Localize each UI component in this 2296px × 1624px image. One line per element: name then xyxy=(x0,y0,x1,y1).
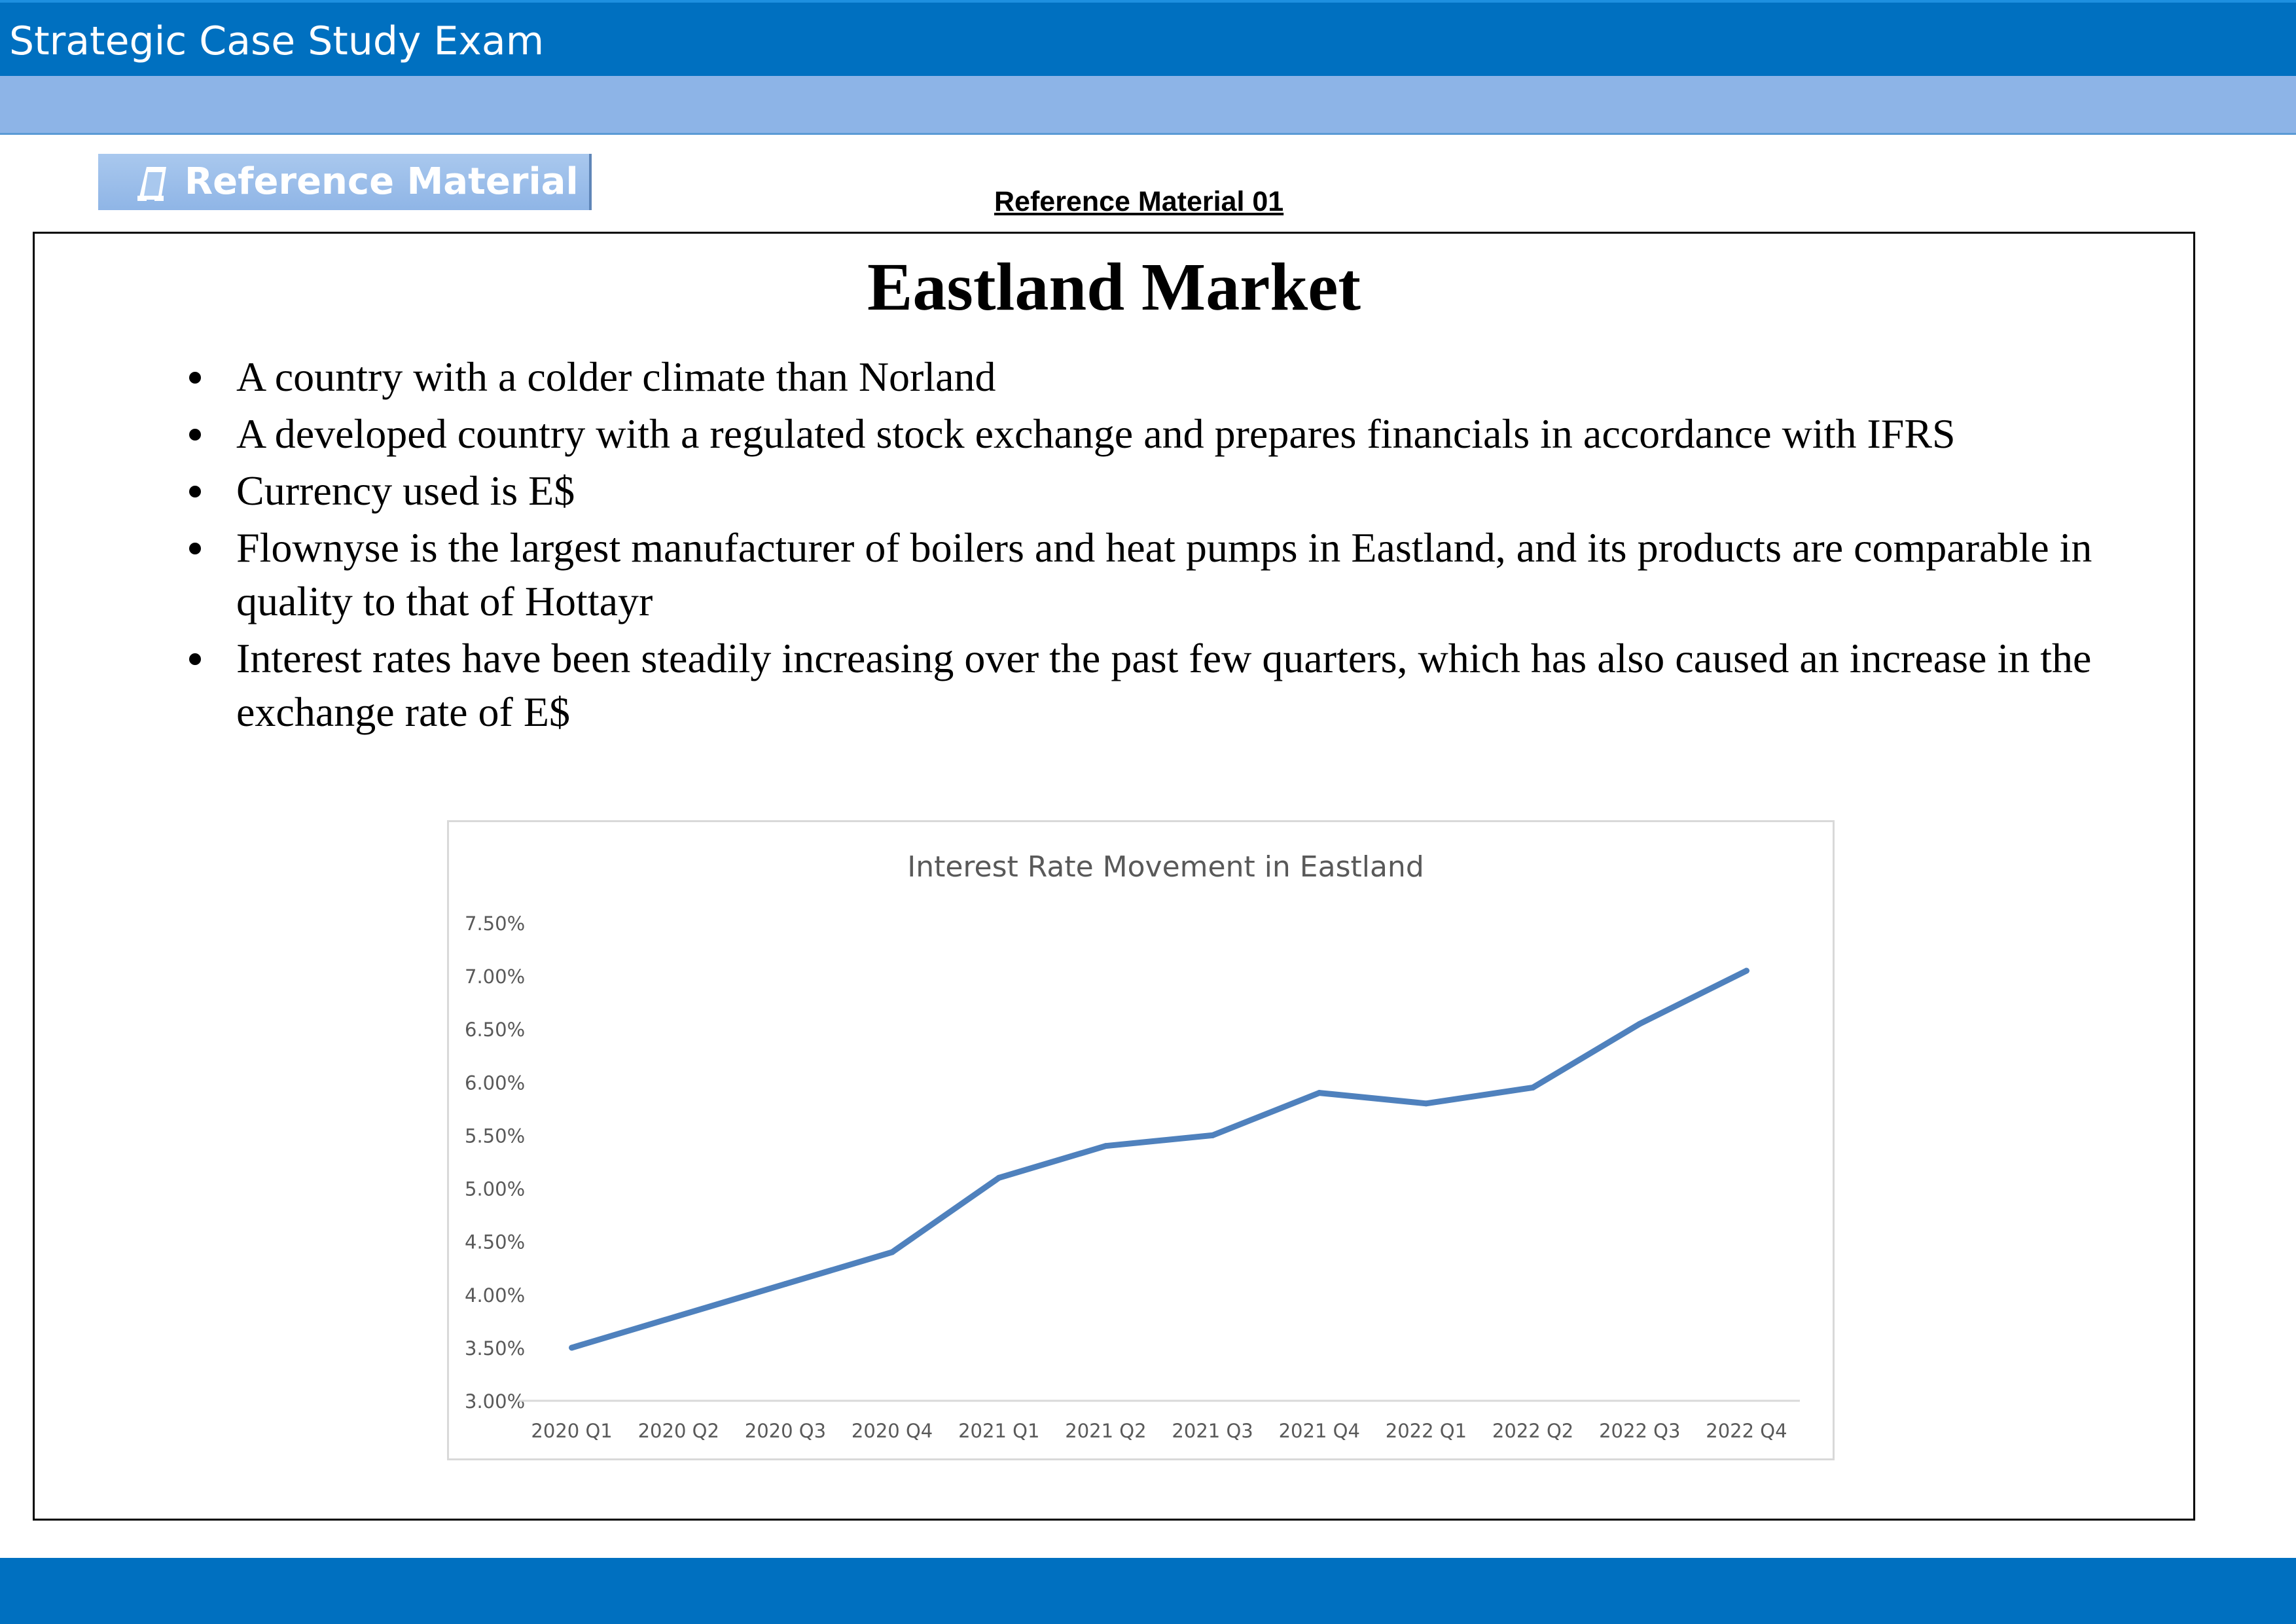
reference-material-heading: Reference Material 01 xyxy=(994,186,1284,217)
subheader-bar xyxy=(0,76,2296,135)
footer-bar xyxy=(0,1558,2296,1624)
header-bar: Strategic Case Study Exam xyxy=(0,0,2296,76)
x-tick-label: 2022 Q4 xyxy=(1706,1420,1787,1442)
bullet-item: Flownyse is the largest manufacturer of … xyxy=(152,521,2175,628)
y-tick-label: 4.50% xyxy=(465,1231,525,1254)
y-tick-label: 5.00% xyxy=(465,1178,525,1200)
y-tick-label: 6.50% xyxy=(465,1019,525,1041)
y-tick-label: 7.00% xyxy=(465,965,525,988)
y-tick-label: 3.50% xyxy=(465,1337,525,1360)
data-point xyxy=(1530,1084,1536,1091)
data-point xyxy=(1423,1100,1429,1107)
x-tick-label: 2022 Q1 xyxy=(1386,1420,1467,1442)
data-point xyxy=(675,1312,682,1319)
x-tick-label: 2020 Q1 xyxy=(531,1420,612,1442)
data-point xyxy=(889,1249,895,1255)
x-tick-label: 2022 Q3 xyxy=(1599,1420,1680,1442)
x-tick-label: 2021 Q4 xyxy=(1279,1420,1360,1442)
bullet-icon xyxy=(189,653,201,665)
chart-svg: Interest Rate Movement in Eastland 3.00% 3… xyxy=(465,850,1800,1442)
chart-title: Interest Rate Movement in Eastland xyxy=(907,850,1424,884)
series-line xyxy=(569,967,1749,1351)
bullet-text: Interest rates have been steadily increa… xyxy=(236,635,2092,735)
data-point xyxy=(1636,1020,1643,1027)
data-point xyxy=(1102,1143,1109,1149)
y-tick-label: 7.50% xyxy=(465,912,525,935)
data-point xyxy=(782,1281,789,1288)
x-tick-label: 2020 Q3 xyxy=(745,1420,826,1442)
y-tick-label: 5.50% xyxy=(465,1125,525,1147)
interest-rate-chart: Interest Rate Movement in Eastland 3.00% 3… xyxy=(447,820,1835,1460)
bullet-text: Currency used is E$ xyxy=(236,467,575,514)
x-tick-label: 2020 Q4 xyxy=(852,1420,933,1442)
bullet-item: A developed country with a regulated sto… xyxy=(152,407,2175,461)
x-tick-label: 2021 Q2 xyxy=(1065,1420,1146,1442)
bullet-icon xyxy=(189,543,201,554)
data-point xyxy=(1743,967,1749,974)
data-point xyxy=(996,1174,1002,1181)
bullet-icon xyxy=(189,486,201,497)
y-tick-label: 6.00% xyxy=(465,1072,525,1094)
bullet-item: Currency used is E$ xyxy=(152,464,2175,518)
x-tick-label: 2022 Q2 xyxy=(1492,1420,1573,1442)
reference-material-label: Reference Material xyxy=(185,160,579,203)
reference-material-button[interactable]: Reference Material xyxy=(98,154,592,210)
bullet-item: A country with a colder climate than Nor… xyxy=(152,350,2175,404)
x-tick-label: 2021 Q3 xyxy=(1172,1420,1253,1442)
bullet-text: A country with a colder climate than Nor… xyxy=(236,353,996,400)
bullet-list: A country with a colder climate than Nor… xyxy=(152,350,2175,742)
document-icon xyxy=(137,167,166,201)
reference-panel: Eastland Market A country with a colder … xyxy=(33,232,2195,1521)
panel-title: Eastland Market xyxy=(867,249,1361,325)
bullet-icon xyxy=(189,429,201,441)
x-tick-label: 2021 Q1 xyxy=(958,1420,1039,1442)
data-point xyxy=(1210,1132,1216,1138)
y-tick-label: 3.00% xyxy=(465,1390,525,1413)
bullet-icon xyxy=(189,372,201,384)
bullet-item: Interest rates have been steadily increa… xyxy=(152,632,2175,739)
bullet-text: A developed country with a regulated sto… xyxy=(236,410,1956,457)
x-tick-label: 2020 Q2 xyxy=(638,1420,719,1442)
data-point xyxy=(1316,1090,1323,1096)
data-point xyxy=(569,1344,575,1351)
bullet-text: Flownyse is the largest manufacturer of … xyxy=(236,524,2092,624)
app-title: Strategic Case Study Exam xyxy=(9,18,545,64)
y-tick-label: 4.00% xyxy=(465,1284,525,1307)
